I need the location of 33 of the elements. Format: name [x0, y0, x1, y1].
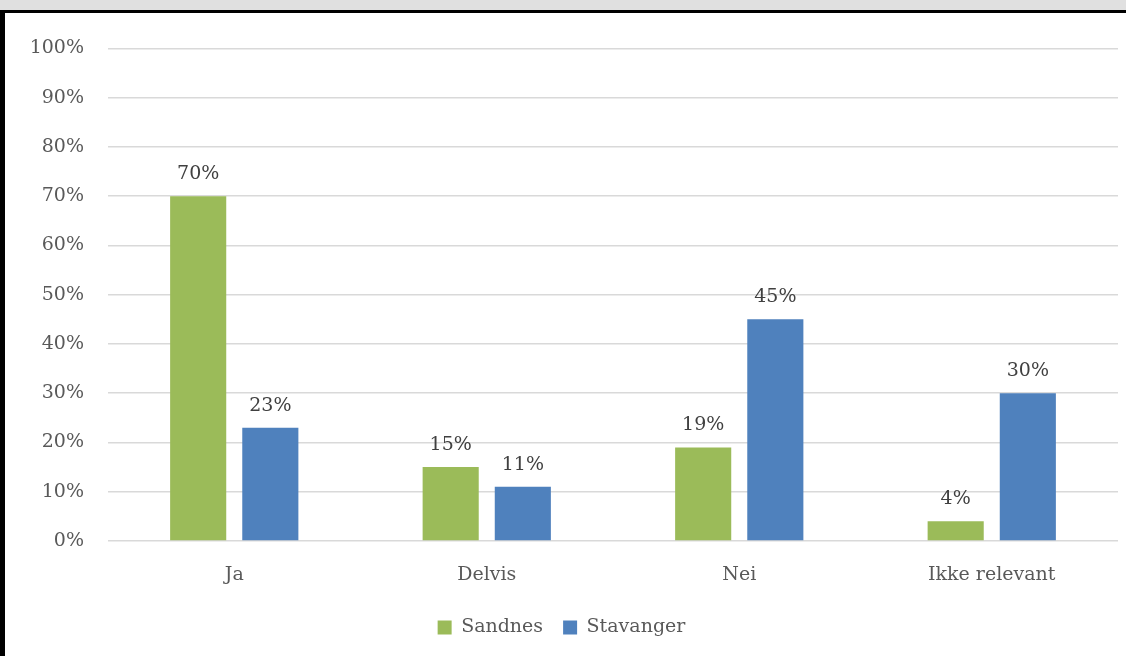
x-tick-label: Ja — [222, 562, 244, 585]
y-tick-label: 30% — [41, 380, 84, 403]
bar — [675, 447, 732, 541]
bar — [242, 427, 299, 541]
bar — [927, 521, 984, 541]
y-tick-label: 40% — [41, 330, 84, 353]
y-tick-label: 10% — [41, 478, 84, 501]
bar — [170, 196, 227, 541]
data-label: 30% — [1006, 358, 1049, 381]
y-tick-label: 80% — [41, 133, 84, 156]
legend-label: Stavanger — [586, 614, 687, 637]
data-label: 45% — [754, 284, 797, 307]
y-tick-label: 50% — [41, 281, 84, 304]
data-label: 4% — [940, 486, 971, 509]
x-tick-label: Ikke relevant — [928, 562, 1056, 585]
legend-label: Sandnes — [461, 614, 544, 637]
x-tick-label: Delvis — [457, 562, 517, 585]
data-label: 23% — [249, 392, 292, 415]
y-tick-label: 90% — [41, 84, 84, 107]
data-label: 11% — [501, 451, 544, 474]
y-tick-label: 60% — [41, 232, 84, 255]
bar — [494, 486, 551, 541]
data-label: 19% — [682, 412, 725, 435]
data-label: 15% — [429, 432, 472, 455]
y-tick-label: 70% — [41, 183, 84, 206]
y-tick-label: 20% — [41, 429, 84, 452]
bar — [747, 319, 804, 541]
bar — [422, 467, 479, 541]
data-label: 70% — [177, 161, 220, 184]
y-tick-label: 100% — [29, 35, 84, 58]
x-tick-label: Nei — [722, 562, 757, 585]
y-tick-label: 0% — [53, 527, 84, 550]
bar — [999, 393, 1056, 541]
